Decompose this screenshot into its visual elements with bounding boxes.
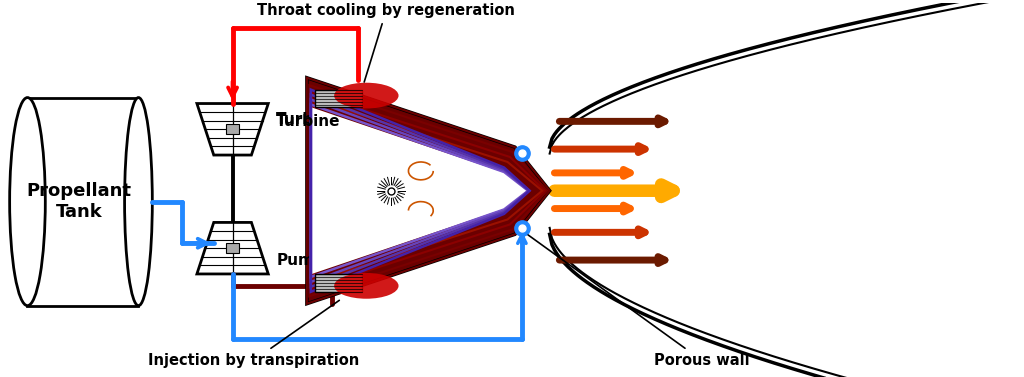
Bar <box>314 274 362 292</box>
Polygon shape <box>312 107 529 274</box>
Polygon shape <box>307 78 550 304</box>
Bar <box>314 90 362 107</box>
Ellipse shape <box>334 83 398 109</box>
Bar <box>28 98 138 306</box>
Text: Turbine: Turbine <box>276 114 341 129</box>
Text: Turbine: Turbine <box>276 112 341 127</box>
Ellipse shape <box>334 273 398 299</box>
Text: Pump: Pump <box>276 253 325 268</box>
Polygon shape <box>197 104 268 155</box>
Ellipse shape <box>9 98 45 306</box>
Ellipse shape <box>125 98 153 306</box>
Text: Porous wall: Porous wall <box>528 235 750 368</box>
Text: Propellant
Tank: Propellant Tank <box>27 182 131 221</box>
Text: Throat cooling by regeneration: Throat cooling by regeneration <box>257 3 515 82</box>
Bar <box>226 243 240 253</box>
Bar <box>226 124 240 135</box>
Text: Injection by transpiration: Injection by transpiration <box>148 300 359 368</box>
Polygon shape <box>197 222 268 274</box>
